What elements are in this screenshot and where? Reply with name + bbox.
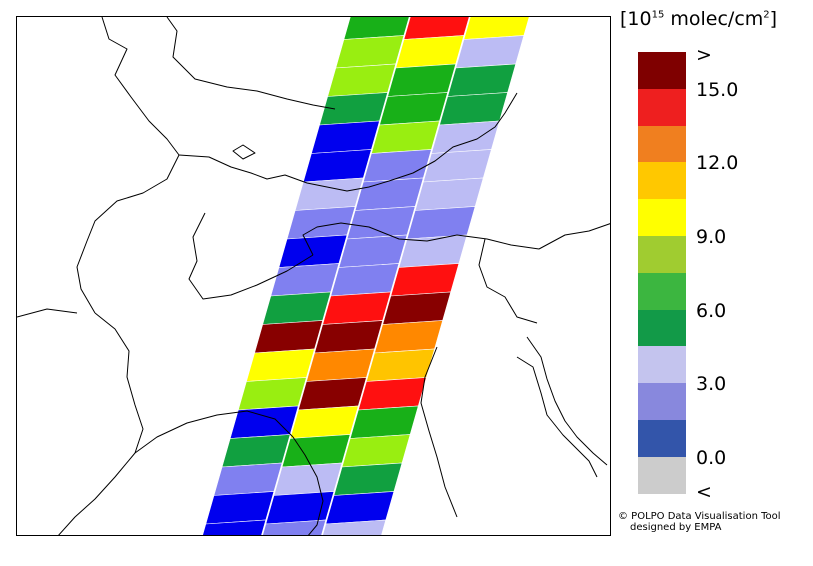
border-path <box>58 312 144 535</box>
colorbar-box-c4 <box>638 346 686 384</box>
border-path <box>232 144 256 160</box>
swath-pixel <box>306 348 375 382</box>
satellite-swath <box>202 17 530 535</box>
swath-pixel <box>387 63 457 97</box>
border-path <box>101 17 180 156</box>
swath-pixel <box>314 320 384 354</box>
swath-pixel <box>395 35 465 69</box>
over-label: > <box>696 44 712 66</box>
swath-pixel <box>370 120 440 154</box>
tick-label-0: 0.0 <box>696 447 727 469</box>
swath-pixel <box>302 149 372 183</box>
border-path <box>516 356 598 478</box>
unit-title: [1015 molec/cm2] <box>620 8 778 30</box>
colorbar-box-c1 <box>638 419 686 457</box>
swath-pixel <box>254 320 324 354</box>
tick-label-9: 9.0 <box>696 226 727 248</box>
swath-pixel <box>273 462 343 496</box>
swath-pixel <box>265 491 335 525</box>
map-canvas[interactable] <box>17 17 611 536</box>
border-path <box>302 222 540 256</box>
swath-pixel <box>346 206 416 240</box>
border-path <box>292 436 324 535</box>
swath-pixel <box>439 92 509 126</box>
colorbar-box-c11 <box>638 162 686 200</box>
swath-pixel <box>286 206 356 240</box>
credit-line-1: © POLPO Data Visualisation Tool <box>618 511 781 522</box>
colorbar-box-c7 <box>638 272 686 310</box>
border-path <box>368 92 518 188</box>
swath-pixel <box>338 234 408 268</box>
swath-pixel <box>270 263 340 297</box>
colorbar-box-c14 <box>638 88 686 126</box>
swath-pixel <box>390 263 460 297</box>
swath-pixel <box>322 291 392 325</box>
swath-pixel <box>330 263 400 297</box>
tick-label-6: 6.0 <box>696 300 727 322</box>
swath-pixel <box>406 206 476 240</box>
swath-pixel <box>333 462 403 496</box>
swath-pixel <box>213 462 283 496</box>
swath-pixel <box>354 177 424 211</box>
under-label: < <box>696 481 712 503</box>
colorbar <box>638 52 686 494</box>
swath-pixel <box>281 434 351 468</box>
swath-pixel <box>430 120 500 154</box>
swath-pixel <box>414 177 484 211</box>
colorbar-box-c13 <box>638 125 686 163</box>
tick-label-12: 12.0 <box>696 152 739 174</box>
border-path <box>178 154 370 192</box>
border-path <box>17 308 78 318</box>
swath-pixel <box>362 149 432 183</box>
swath-pixel <box>335 35 405 69</box>
tick-label-3: 3.0 <box>696 373 727 395</box>
border-path <box>188 212 314 300</box>
swath-pixel <box>310 120 380 154</box>
swath-pixel <box>202 519 267 535</box>
swath-pixel <box>229 405 299 439</box>
swath-pixel <box>322 519 387 535</box>
swath-pixel <box>382 291 452 325</box>
color-legend: [1015 molec/cm2] > 15.0 12.0 9.0 6.0 3.0… <box>612 0 813 566</box>
tick-label-15: 15.0 <box>696 79 739 101</box>
swath-pixel <box>246 348 315 382</box>
colorbar-box-c2 <box>638 383 686 420</box>
swath-pixel <box>205 491 275 525</box>
border-path <box>76 154 180 314</box>
swath-pixel <box>357 377 427 411</box>
swath-pixel <box>289 405 359 439</box>
credit-line-2: designed by EMPA <box>630 522 722 533</box>
border-path <box>420 346 458 518</box>
swath-pixel <box>237 377 307 411</box>
swath-pixel <box>422 149 492 183</box>
colorbar-box-over <box>638 52 686 89</box>
border-path <box>478 238 538 324</box>
credit-text: © POLPO Data Visualisation Tool designed… <box>618 511 781 533</box>
colorbar-box-under <box>638 456 686 494</box>
swath-pixel <box>262 291 332 325</box>
colorbar-box-c10 <box>638 199 686 236</box>
swath-pixel <box>319 92 389 126</box>
swath-pixel <box>374 320 444 354</box>
swath-pixel <box>455 35 525 69</box>
border-path <box>166 17 336 110</box>
colorbar-box-c5 <box>638 309 686 347</box>
border-path <box>526 336 608 466</box>
border-path <box>538 223 610 250</box>
colorbar-box-c8 <box>638 235 686 273</box>
map-panel[interactable] <box>16 16 611 536</box>
swath-pixel <box>366 348 435 382</box>
swath-pixel <box>447 63 517 97</box>
swath-pixel <box>349 405 419 439</box>
country-borders <box>17 17 610 535</box>
swath-pixel <box>327 63 397 97</box>
swath-pixel <box>297 377 367 411</box>
swath-pixel <box>341 434 411 468</box>
swath-pixel <box>325 491 395 525</box>
swath-pixel <box>221 434 291 468</box>
swath-pixel <box>278 234 348 268</box>
swath-pixel <box>379 92 449 126</box>
swath-pixel <box>262 519 327 535</box>
border-path <box>134 410 294 454</box>
